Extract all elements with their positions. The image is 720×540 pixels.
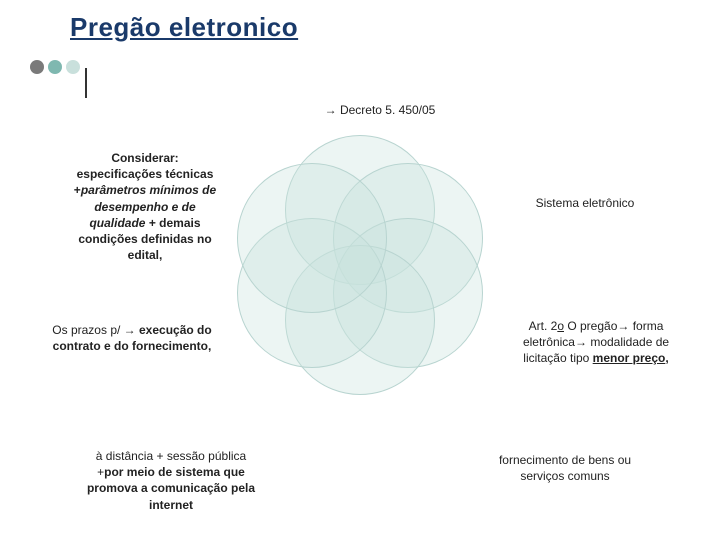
label-considerar: Considerar:especificações técnicas+parâm… [60, 150, 230, 263]
bullet-connector-line [85, 68, 87, 98]
label-fornecimento: fornecimento de bens ou serviços comuns [480, 452, 650, 484]
page-title-container: Pregão eletronico [70, 12, 298, 43]
venn-diagram [225, 130, 495, 400]
label-decreto: → Decreto 5. 450/05 [300, 102, 460, 118]
bullet-decoration [30, 60, 80, 74]
venn-circle-6 [237, 163, 387, 313]
label-distancia: à distância + sessão pública +por meio d… [82, 448, 260, 513]
label-artigo-2: Art. 2o O pregão→ forma eletrônica→ moda… [506, 318, 686, 367]
bullet-2 [48, 60, 62, 74]
label-prazos: Os prazos p/ → execução do contrato e do… [42, 322, 222, 354]
bullet-3 [66, 60, 80, 74]
label-sistema-eletronico: Sistema eletrônico [510, 195, 660, 211]
page-title: Pregão eletronico [70, 12, 298, 42]
bullet-1 [30, 60, 44, 74]
